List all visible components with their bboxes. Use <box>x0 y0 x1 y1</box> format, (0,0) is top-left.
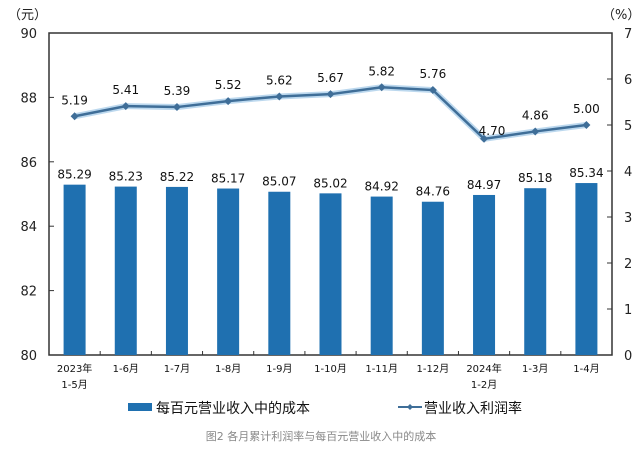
bar <box>524 188 547 355</box>
right-tick-label: 1 <box>624 303 632 318</box>
legend-bar-swatch <box>128 403 152 411</box>
legend-bar-label: 每百元营业收入中的成本 <box>156 401 310 417</box>
line-point <box>172 103 181 112</box>
bar-value-label: 85.02 <box>313 176 347 190</box>
x-tick-label: 2023年 <box>57 362 92 375</box>
left-tick-label: 80 <box>20 349 37 364</box>
line-point <box>275 92 284 101</box>
bar-value-label: 84.92 <box>365 180 399 194</box>
legend: 每百元营业收入中的成本 营业收入利润率 <box>128 400 522 417</box>
x-tick-label: 1-11月 <box>365 363 398 375</box>
line-value-label: 5.76 <box>420 67 447 81</box>
bar <box>421 201 444 355</box>
x-tick-label: 1-5月 <box>61 379 87 391</box>
bar <box>473 194 496 355</box>
right-tick-label: 6 <box>624 73 632 88</box>
line-point <box>377 83 386 92</box>
line-value-label: 5.41 <box>112 83 139 97</box>
bar-value-label: 85.34 <box>569 166 603 180</box>
x-tick-label: 2024年 <box>466 362 501 375</box>
bar-value-label: 85.17 <box>211 172 245 186</box>
x-tick-label: 1-7月 <box>164 363 190 375</box>
bar-value-label: 85.23 <box>109 170 143 184</box>
line-value-label: 5.82 <box>368 64 395 78</box>
x-tick-label: 1-4月 <box>573 363 599 375</box>
bar <box>370 196 393 355</box>
x-tick-label: 1-2月 <box>471 379 497 391</box>
line-value-label: 5.00 <box>573 102 600 116</box>
x-tick-label: 1-6月 <box>113 363 139 375</box>
line-point <box>480 134 489 143</box>
line-point <box>224 97 233 106</box>
legend-line-marker <box>407 404 413 410</box>
left-axis-unit: （元） <box>8 8 47 23</box>
line-value-label: 5.62 <box>266 73 293 87</box>
line-point <box>70 112 79 121</box>
line-value-label: 5.19 <box>61 93 88 107</box>
bar <box>165 186 188 355</box>
x-tick-label: 1-8月 <box>215 363 241 375</box>
bar-value-label: 85.29 <box>57 168 91 182</box>
bar <box>319 193 342 355</box>
bar-value-label: 85.18 <box>518 171 552 185</box>
line-point <box>326 90 335 99</box>
right-axis-unit: （%） <box>602 8 640 23</box>
line-value-label: 5.67 <box>317 71 344 85</box>
right-tick-label: 3 <box>624 211 632 226</box>
left-tick-label: 88 <box>20 91 37 106</box>
line-value-label: 4.86 <box>522 108 549 122</box>
line-point <box>121 102 130 111</box>
left-tick-label: 82 <box>20 285 37 300</box>
bar <box>63 184 86 355</box>
x-tick-label: 1-9月 <box>266 363 292 375</box>
line-point <box>428 86 437 95</box>
bar-value-label: 84.76 <box>416 185 450 199</box>
bar <box>575 183 598 355</box>
left-tick-label: 86 <box>20 156 37 171</box>
legend-line-label: 营业收入利润率 <box>424 400 522 417</box>
bar-value-label: 85.07 <box>262 175 296 189</box>
right-tick-label: 5 <box>624 119 632 134</box>
line-value-label: 5.39 <box>164 84 191 98</box>
bar <box>268 191 291 355</box>
left-tick-label: 84 <box>20 220 37 235</box>
left-tick-label: 90 <box>20 27 37 42</box>
right-tick-label: 4 <box>624 165 632 180</box>
x-tick-label: 1-3月 <box>522 363 548 375</box>
bar-value-label: 84.97 <box>467 178 501 192</box>
line-value-label: 4.70 <box>479 124 506 138</box>
right-tick-label: 0 <box>624 349 632 364</box>
line-value-label: 5.52 <box>215 78 242 92</box>
right-tick-label: 7 <box>624 27 632 42</box>
right-tick-label: 2 <box>624 257 632 272</box>
bar-value-label: 85.22 <box>160 170 194 184</box>
line-point <box>582 121 591 129</box>
chart-caption: 图2 各月累计利润率与每百元营业收入中的成本 <box>206 429 437 443</box>
bar <box>114 186 137 355</box>
bar <box>217 188 240 355</box>
x-tick-label: 1-10月 <box>314 363 347 375</box>
x-tick-label: 1-12月 <box>417 363 450 375</box>
line-point <box>531 127 540 136</box>
